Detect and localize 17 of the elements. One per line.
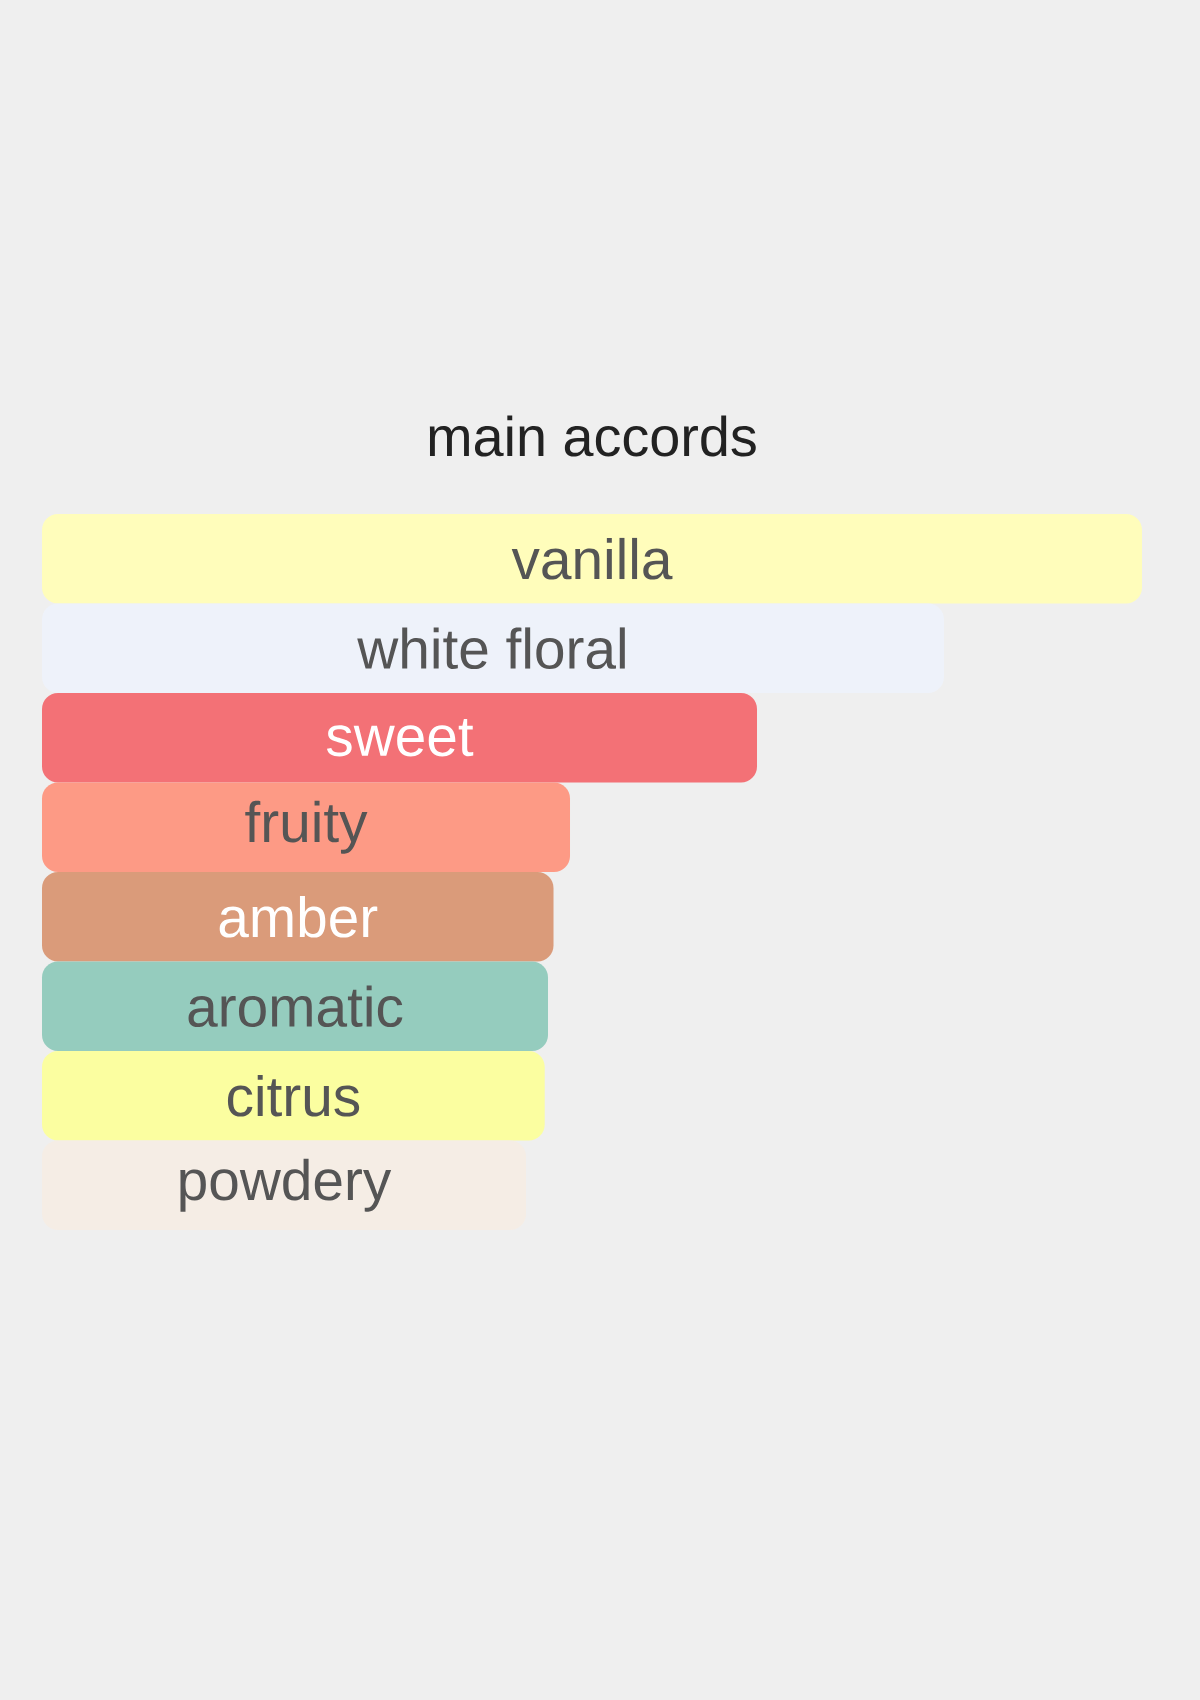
y-tick-label: white floral bbox=[357, 627, 625, 670]
bar bbox=[42, 782, 571, 872]
y-tick-label: citrus bbox=[227, 1074, 360, 1117]
y-tick-label: vanilla bbox=[511, 537, 673, 580]
bar bbox=[42, 1051, 545, 1141]
y-tick-label: fruity bbox=[245, 800, 368, 854]
y-tick-label: aromatic bbox=[188, 985, 403, 1028]
bar bbox=[42, 961, 549, 1051]
bar bbox=[42, 603, 945, 693]
chart-title: main accords bbox=[429, 415, 756, 457]
bar bbox=[42, 872, 554, 962]
y-tick-label: sweet bbox=[326, 719, 474, 757]
bar bbox=[42, 1140, 527, 1230]
bar bbox=[42, 514, 1143, 604]
bar bbox=[42, 693, 758, 783]
y-tick-label: amber bbox=[219, 895, 378, 938]
y-tick-label: powdery bbox=[180, 1158, 392, 1212]
